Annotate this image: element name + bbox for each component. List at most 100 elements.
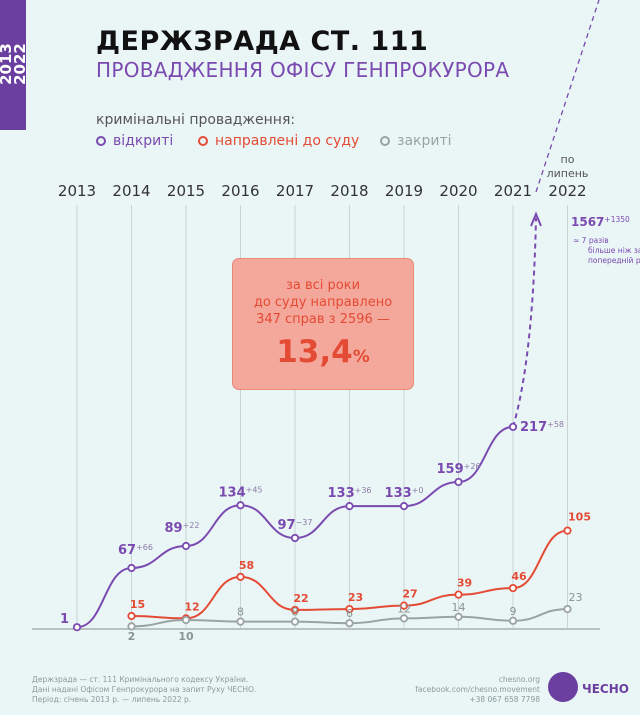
summary-callout: за всі роки до суду направлено 347 справ… [232, 258, 414, 390]
series-line-0-forecast [512, 217, 537, 428]
data-point [290, 533, 300, 543]
x-tick-label: 2018 [330, 182, 368, 200]
data-label-value: 97 [278, 518, 296, 533]
x-tick-label: 2014 [112, 182, 150, 200]
x-tick-note: липень [547, 167, 589, 180]
data-point [236, 617, 245, 626]
data-label-closed: 12 [397, 602, 411, 615]
data-label-court: 27 [402, 588, 417, 601]
data-label-value: 133 [385, 486, 412, 501]
data-label-opened: 97−37 [278, 518, 313, 533]
data-label-opened-2022: 1567+1350 [571, 215, 630, 229]
data-label-opened: 67+66 [118, 543, 153, 558]
data-label-delta: +1350 [604, 215, 630, 224]
chart-title: ДЕРЖЗРАДА СТ. 111 [96, 26, 429, 57]
data-point [345, 604, 354, 614]
x-tick-label: 2016 [221, 182, 259, 200]
chart-subtitle: ПРОВАДЖЕННЯ ОФІСУ ГЕНПРОКУРОРА [96, 58, 510, 82]
data-label-closed: 10 [178, 630, 194, 643]
data-point [508, 583, 518, 593]
data-label-delta: +36 [355, 486, 372, 495]
chesno-logo-icon [548, 672, 578, 702]
data-label-closed: 2 [128, 630, 136, 643]
x-tick-note: по [561, 153, 575, 166]
annotation-2022: попередній рік [588, 256, 640, 265]
legend-marker [96, 136, 106, 146]
years-badge: 2013 2022 [0, 0, 29, 130]
data-label-court: 46 [511, 570, 527, 583]
data-label-closed: 8 [237, 606, 244, 619]
data-point [345, 619, 354, 628]
data-point [563, 604, 572, 614]
legend-item-closed: закриті [380, 133, 452, 149]
data-point [127, 611, 136, 621]
data-label-value: 217 [520, 420, 547, 435]
data-point [127, 563, 136, 573]
data-point [181, 541, 191, 551]
data-point [236, 501, 245, 510]
data-label-closed: 8 [292, 606, 299, 619]
annotation-2022: ≈ 7 разів [573, 236, 609, 245]
forecast-guide [535, 0, 600, 193]
legend-marker [198, 136, 208, 146]
data-label-value: 134 [218, 485, 245, 500]
data-label-value: 159 [436, 462, 463, 477]
data-label-delta: +0 [412, 486, 424, 495]
data-label-opened: 89+22 [165, 521, 200, 536]
x-tick-label: 2017 [276, 182, 314, 200]
data-point [345, 502, 354, 511]
x-tick-label: 2015 [167, 182, 205, 200]
forecast-arrow-icon [530, 211, 542, 227]
footer-note: Держзрада — ст. 111 Кримінального кодекс… [32, 675, 257, 704]
data-point [181, 615, 191, 625]
data-label-court: 105 [568, 511, 591, 524]
data-label-court: 15 [130, 598, 145, 611]
data-label-closed: 23 [569, 591, 583, 604]
data-label-court: 58 [239, 559, 254, 572]
legend-item-opened: відкриті [96, 133, 173, 149]
annotation-2022: більше ніж за [588, 246, 640, 255]
data-label-court: 22 [293, 592, 308, 605]
data-point [508, 422, 518, 431]
data-label-value: 133 [327, 486, 354, 501]
x-tick-label: 2021 [494, 182, 532, 200]
legend-item-court: направлені до суду [198, 133, 359, 149]
data-point [454, 590, 463, 599]
x-tick-label: 2013 [58, 182, 96, 200]
data-label-court: 12 [184, 600, 199, 613]
data-point [290, 617, 300, 626]
data-point [454, 612, 463, 621]
data-label-opened: 133+36 [327, 486, 371, 501]
data-point [236, 572, 245, 581]
logo-text: ЧЕСНО [582, 682, 629, 696]
data-label-delta: +66 [136, 543, 153, 552]
data-point [563, 526, 572, 535]
callout-percent: 13,4% [276, 334, 370, 370]
x-tick-label: 2019 [385, 182, 423, 200]
data-label-opened: 159+26 [436, 462, 480, 477]
data-point [508, 616, 518, 625]
data-label-value: 1567 [571, 215, 604, 229]
data-label-delta: −37 [296, 518, 313, 527]
data-label-opened: 134+45 [218, 485, 262, 500]
data-label-court: 39 [457, 577, 472, 590]
data-label-delta: +45 [246, 485, 263, 494]
data-label-delta: +22 [183, 521, 200, 530]
data-label-opened: 133+0 [385, 486, 424, 501]
footer-contacts: chesno.org facebook.com/chesno.movement … [415, 675, 540, 704]
data-label-value: 67 [118, 543, 136, 558]
data-point [290, 605, 300, 615]
legend-marker [380, 136, 390, 146]
data-label-court: 23 [348, 591, 363, 604]
data-label-value: 89 [165, 521, 183, 536]
x-tick-label: 2022 [548, 182, 586, 200]
data-label-opened: 217+58 [520, 420, 564, 435]
legend-title: кримінальні провадження: [96, 112, 296, 128]
data-point [399, 502, 409, 511]
data-label-value: 1 [60, 612, 69, 627]
data-label-delta: +58 [547, 420, 564, 429]
data-label-closed: 6 [346, 607, 353, 620]
data-label-closed: 9 [510, 605, 517, 618]
data-point [127, 622, 136, 631]
